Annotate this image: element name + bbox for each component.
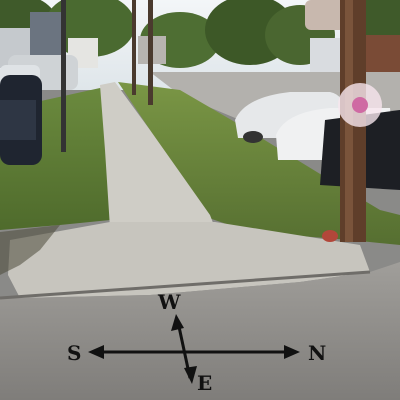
south-arrowhead	[88, 345, 104, 359]
compass-south-label: S	[67, 341, 82, 365]
compass-north-label: N	[308, 341, 327, 365]
north-arrowhead	[284, 345, 300, 359]
compass-east-label: E	[197, 371, 213, 395]
sidewalk	[100, 82, 215, 228]
west-arrowhead	[171, 314, 184, 331]
east-arrowhead	[184, 366, 197, 384]
compass-west-label: W	[158, 290, 181, 314]
street	[0, 262, 400, 400]
left-cars	[0, 55, 78, 165]
right-lawn	[118, 82, 400, 245]
flower-marker	[338, 83, 382, 127]
compass	[88, 314, 300, 384]
red-object	[322, 230, 338, 242]
